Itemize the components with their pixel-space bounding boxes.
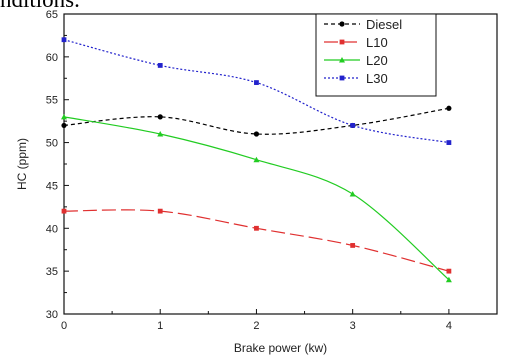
y-tick-label: 40 bbox=[46, 223, 58, 235]
legend-marker-l20 bbox=[339, 57, 345, 63]
data-point-diesel bbox=[253, 131, 260, 137]
x-tick-label: 1 bbox=[157, 320, 163, 332]
series-lines bbox=[61, 37, 452, 283]
legend-label-l10: L10 bbox=[366, 35, 388, 50]
legend-label-l20: L20 bbox=[366, 53, 388, 68]
data-point-diesel bbox=[61, 122, 67, 129]
x-tick-label: 0 bbox=[61, 320, 67, 332]
legend-label-diesel: Diesel bbox=[366, 17, 402, 32]
data-point-l20 bbox=[157, 131, 164, 137]
data-point-l10 bbox=[157, 208, 163, 214]
data-point-l10 bbox=[61, 208, 67, 214]
x-axis-label: Brake power (kw) bbox=[234, 341, 327, 355]
x-tick-label: 4 bbox=[446, 320, 452, 332]
series-line-l10 bbox=[63, 209, 450, 272]
data-point-diesel bbox=[446, 105, 452, 111]
caption-fragment: nditions. bbox=[0, 0, 80, 11]
legend-marker-diesel bbox=[339, 21, 345, 27]
legend-label-l30: L30 bbox=[366, 71, 388, 86]
legend-marker-l10 bbox=[339, 39, 345, 45]
y-tick-label: 35 bbox=[46, 266, 58, 278]
y-tick-label: 60 bbox=[46, 52, 58, 64]
series-line-diesel bbox=[63, 107, 449, 135]
y-tick-label: 30 bbox=[46, 309, 58, 321]
y-tick-label: 55 bbox=[46, 95, 58, 107]
data-point-l30 bbox=[61, 37, 67, 43]
axes: 30 35 40 45 50 55 60 65 0 1 2 3 4 Brake power (kw) HC … bbox=[15, 9, 498, 355]
data-point-l20 bbox=[349, 191, 356, 197]
legend-box bbox=[315, 13, 437, 97]
data-point-l30 bbox=[254, 80, 259, 85]
data-point-l30 bbox=[350, 123, 356, 128]
y-tick-label: 50 bbox=[46, 138, 58, 150]
data-point-diesel bbox=[157, 114, 163, 120]
series-line-l20 bbox=[63, 116, 450, 281]
data-point-l10 bbox=[446, 268, 452, 274]
legend: Diesel L10 L20 L30 bbox=[315, 13, 437, 97]
y-tick-label: 45 bbox=[46, 180, 58, 192]
data-point-l20 bbox=[445, 276, 452, 283]
data-point-l10 bbox=[254, 225, 259, 231]
legend-marker-l30 bbox=[339, 75, 345, 81]
x-tick-label: 2 bbox=[253, 320, 259, 332]
data-point-l30 bbox=[157, 63, 163, 68]
data-point-l20 bbox=[253, 156, 260, 163]
y-tick-label: 65 bbox=[46, 9, 58, 21]
y-axis-label: HC (ppm) bbox=[15, 138, 29, 190]
data-point-l30 bbox=[446, 140, 452, 145]
x-tick-label: 3 bbox=[350, 320, 356, 332]
data-point-l10 bbox=[350, 243, 356, 248]
data-point-l20 bbox=[61, 113, 67, 120]
